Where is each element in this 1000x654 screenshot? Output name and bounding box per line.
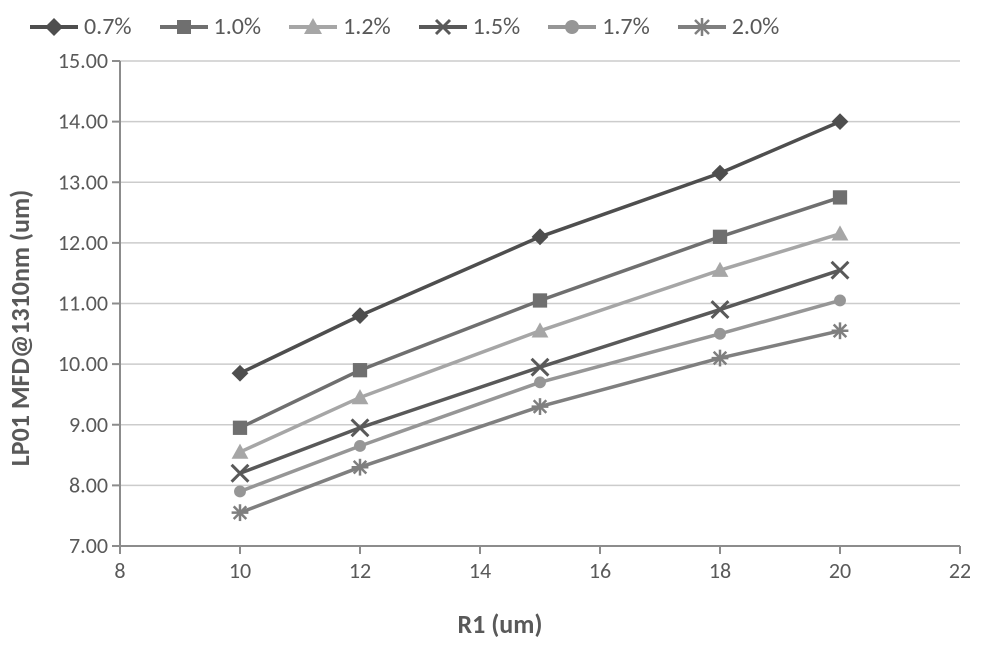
x-axis-label: R1 (um) [0,604,1000,654]
asterisk-icon [678,17,726,37]
svg-text:22: 22 [949,557,970,584]
svg-text:12: 12 [349,557,371,584]
legend-item: 1.5% [419,12,521,41]
svg-text:10.00: 10.00 [58,350,108,377]
svg-text:11.00: 11.00 [58,290,108,317]
legend: 0.7% 1.0% 1.2% 1.5% 1.7% 2.0% [0,0,1000,47]
y-axis-label: LP01 MFD@1310nm (um) [4,189,36,465]
svg-text:7.00: 7.00 [69,532,108,559]
svg-text:9.00: 9.00 [69,411,108,438]
legend-label: 2.0% [732,12,780,41]
legend-label: 0.7% [84,12,132,41]
svg-text:20: 20 [829,557,851,584]
svg-text:18: 18 [709,557,731,584]
svg-text:10: 10 [229,557,251,584]
svg-text:14: 14 [469,557,491,584]
svg-text:15.00: 15.00 [58,51,108,74]
svg-text:13.00: 13.00 [58,168,108,195]
svg-text:14.00: 14.00 [58,108,108,135]
square-icon [160,17,208,37]
x-icon [419,17,467,37]
svg-text:16: 16 [589,557,611,584]
diamond-icon [30,17,78,37]
plot-area: 7.00 8.00 9.00 10.00 11.00 12.00 13.00 14.00 15.… [40,51,970,591]
triangle-icon [289,17,337,37]
circle-icon [548,17,596,37]
legend-item: 1.2% [289,12,391,41]
line-chart: 0.7% 1.0% 1.2% 1.5% 1.7% 2.0% LP01 MFD@1… [0,0,1000,654]
legend-label: 1.0% [214,12,262,41]
legend-label: 1.2% [343,12,391,41]
legend-item: 2.0% [678,12,780,41]
svg-text:8.00: 8.00 [69,471,108,498]
legend-item: 1.0% [160,12,262,41]
svg-text:12.00: 12.00 [58,229,108,256]
legend-item: 0.7% [30,12,132,41]
legend-item: 1.7% [548,12,650,41]
legend-label: 1.5% [473,12,521,41]
legend-label: 1.7% [602,12,650,41]
svg-text:8: 8 [114,557,125,584]
